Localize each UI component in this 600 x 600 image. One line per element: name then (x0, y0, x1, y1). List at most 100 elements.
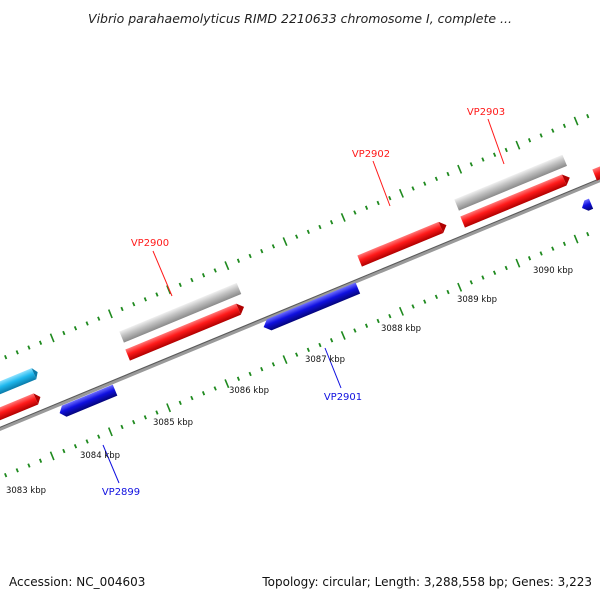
reverse-tick (446, 289, 450, 295)
leader-vp2902 (372, 160, 391, 207)
forward-tick (201, 273, 206, 278)
cds-forward-vp2903 (460, 174, 570, 228)
reverse-tick (120, 424, 124, 430)
leader-vp2901 (324, 347, 342, 389)
forward-tick (364, 205, 369, 210)
forward-tick (492, 152, 497, 157)
forward-tick (469, 162, 473, 167)
reverse-tick-row (4, 231, 590, 478)
reverse-tick (353, 328, 357, 333)
reverse-tick (388, 313, 392, 319)
forward-tick (562, 123, 567, 129)
scale-labels: 3083 kbp 3084 kbp 3085 kbp 3086 kbp 3087… (6, 266, 573, 496)
forward-tick (120, 306, 124, 312)
forward-tick (586, 113, 590, 119)
reverse-tick (364, 323, 369, 328)
reverse-tick (411, 304, 415, 309)
reverse-tick (155, 410, 159, 415)
forward-tick (551, 128, 555, 133)
reverse-tick (434, 294, 439, 300)
gene-label-vp2900[interactable]: VP2900 (131, 238, 169, 249)
forward-tick (318, 224, 322, 230)
cds-reverse-right (582, 198, 594, 211)
forward-tick (213, 268, 217, 273)
forward-tick (236, 258, 241, 263)
reverse-tick (481, 275, 485, 280)
genome-backbone (0, 177, 600, 432)
forward-tick (388, 195, 392, 201)
feature-tracks (0, 154, 600, 424)
forward-tick (527, 138, 532, 143)
gene-vp2900 (119, 282, 242, 343)
reverse-tick (15, 468, 19, 473)
reverse-tick (166, 403, 172, 413)
reverse-tick (318, 342, 322, 348)
reverse-tick (213, 386, 217, 391)
gene-label-vp2902[interactable]: VP2902 (352, 149, 390, 160)
reverse-tick (329, 338, 334, 343)
gene-leader-lines (102, 118, 505, 484)
reverse-tick (539, 251, 543, 256)
forward-tick (15, 350, 19, 355)
reverse-tick (376, 318, 380, 324)
scale-label-3084: 3084 kbp (80, 451, 120, 461)
forward-tick (4, 354, 8, 360)
genome-summary-label: Topology: circular; Length: 3,288,558 bp… (261, 575, 592, 589)
forward-tick (434, 176, 439, 182)
leader-vp2903 (487, 118, 505, 165)
cds-reverse-vp2901 (263, 282, 361, 331)
forward-tick (398, 188, 404, 198)
forward-tick-row (4, 113, 590, 360)
forward-tick (85, 321, 89, 326)
forward-tick (143, 297, 147, 302)
gene-labels: VP2899 VP2900 VP2901 VP2902 VP2903 (102, 107, 505, 498)
forward-tick (376, 200, 380, 206)
gene-label-vp2903[interactable]: VP2903 (467, 107, 505, 118)
reverse-tick (236, 376, 241, 381)
reverse-tick (85, 439, 89, 444)
gene-label-vp2899[interactable]: VP2899 (102, 487, 140, 498)
forward-tick (306, 229, 310, 235)
forward-tick (260, 248, 264, 254)
reverse-tick (551, 246, 555, 251)
reverse-tick (107, 427, 113, 437)
forward-tick (353, 210, 357, 215)
reverse-tick (4, 472, 8, 478)
reverse-tick (306, 347, 310, 353)
reverse-tick (224, 379, 230, 389)
forward-tick (282, 237, 288, 247)
forward-tick (573, 116, 579, 126)
forward-tick (539, 133, 543, 138)
gene-vp2903 (454, 154, 568, 211)
reverse-tick (340, 330, 346, 340)
reverse-tick (260, 366, 264, 372)
gene-label-vp2901[interactable]: VP2901 (324, 392, 362, 403)
reverse-tick (132, 419, 136, 425)
reverse-tick (469, 280, 473, 285)
forward-tick (295, 234, 299, 239)
reverse-tick (573, 234, 579, 244)
forward-tick (190, 277, 194, 283)
map-title: Vibrio parahaemolyticus RIMD 2210633 chr… (88, 11, 512, 26)
scale-label-3086: 3086 kbp (229, 386, 269, 396)
forward-tick (340, 212, 346, 222)
scale-label-3089: 3089 kbp (457, 295, 497, 305)
forward-tick (49, 333, 55, 343)
reverse-tick (143, 415, 147, 420)
forward-tick (423, 181, 427, 186)
reverse-tick (282, 355, 288, 365)
forward-tick (224, 261, 230, 271)
forward-tick (38, 340, 43, 345)
forward-tick (481, 157, 485, 162)
cds-forward-vp2900 (125, 303, 245, 361)
reverse-tick (562, 241, 567, 247)
forward-tick (155, 292, 159, 297)
reverse-tick (178, 400, 182, 406)
forward-tick (27, 345, 31, 350)
forward-tick (515, 140, 521, 150)
forward-tick (457, 164, 463, 174)
forward-tick (97, 316, 101, 321)
reverse-tick (398, 306, 404, 316)
reverse-tick (527, 256, 532, 261)
reverse-tick (97, 434, 101, 439)
